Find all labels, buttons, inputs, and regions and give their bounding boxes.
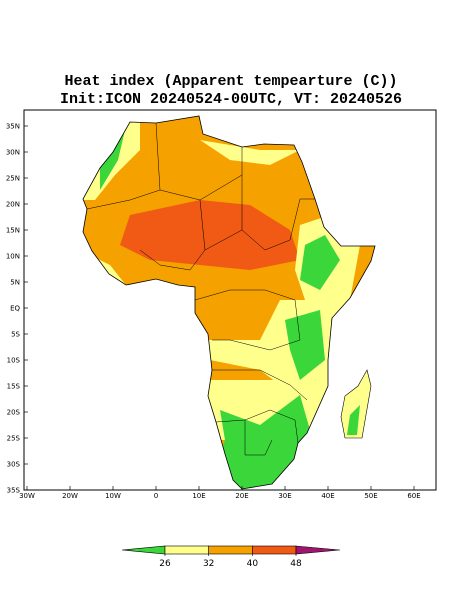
lat-label: 20S (7, 409, 21, 417)
border (194, 289, 301, 351)
lon-label: 40E (321, 492, 334, 500)
border (86, 189, 161, 210)
field-yellow (200, 140, 300, 165)
field-green (285, 310, 325, 380)
lat-label: 25S (7, 435, 21, 443)
lat-label: 15N (6, 227, 20, 235)
lat-label: 25N (6, 175, 20, 183)
lat-label: 10S (7, 357, 21, 365)
lat-label: 15S (7, 383, 21, 391)
coastline (82, 115, 376, 490)
field-green (347, 405, 360, 435)
lon-label: 30E (278, 492, 291, 500)
colorbar-segment (164, 545, 209, 555)
lon-label: 10E (192, 492, 205, 500)
lat-label: 5N (10, 279, 20, 287)
border (215, 409, 299, 444)
lat-label: 5S (11, 331, 20, 339)
lon-label: 20W (62, 492, 78, 500)
lat-label: 35N (6, 123, 20, 131)
colorbar-segment (252, 545, 297, 555)
border (241, 175, 315, 251)
colorbar-label: 32 (203, 559, 214, 569)
border (204, 229, 243, 251)
field-red (120, 200, 300, 270)
lon-label: 60E (407, 492, 420, 500)
lon-label: 10W (105, 492, 121, 500)
lon-label: 30W (19, 492, 35, 500)
colorbar-label: 48 (290, 559, 302, 569)
lat-label: 35S (7, 487, 21, 495)
borders (86, 122, 315, 456)
border (212, 369, 308, 401)
colorbar-low (121, 545, 166, 555)
colorbar-segment (208, 545, 253, 555)
colorbar-high (295, 545, 341, 555)
lon-label: 0 (154, 492, 158, 500)
lat-label: EQ (10, 305, 20, 313)
lon-label: 20E (235, 492, 248, 500)
lat-label: 30S (7, 461, 21, 469)
colorbar-label: 40 (247, 559, 259, 569)
field-green (300, 235, 340, 290)
title: Heat index (Apparent tempearture (C)) (64, 73, 397, 90)
lat-label: 20N (6, 201, 20, 209)
lon-label: 50E (364, 492, 377, 500)
border (244, 420, 273, 456)
colorbar-label: 26 (159, 559, 171, 569)
border (139, 199, 206, 271)
lat-label: 10N (6, 253, 20, 261)
madagascar (340, 369, 372, 439)
subtitle: Init:ICON 20240524-00UTC, VT: 20240526 (60, 91, 402, 108)
lat-label: 30N (6, 149, 20, 157)
